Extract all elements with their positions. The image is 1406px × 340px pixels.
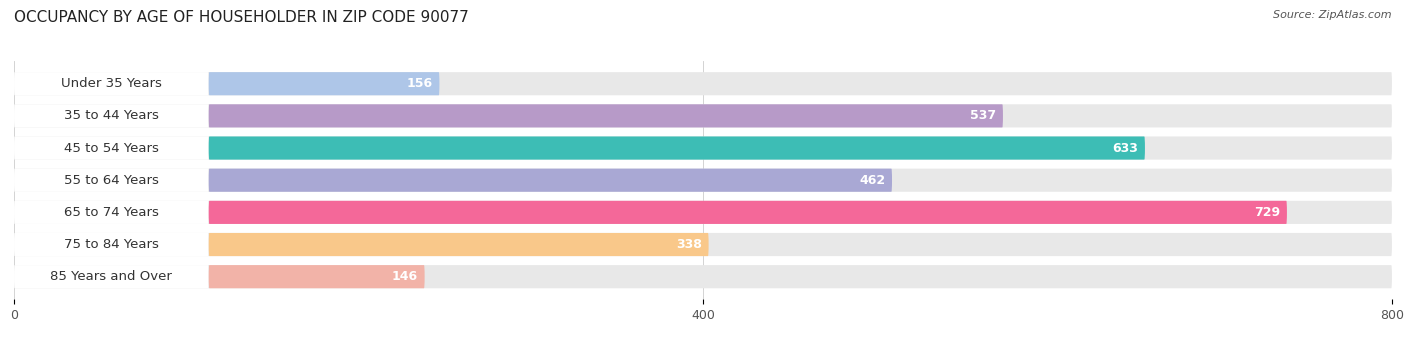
FancyBboxPatch shape bbox=[14, 233, 1392, 256]
Text: 45 to 54 Years: 45 to 54 Years bbox=[63, 141, 159, 155]
Text: Under 35 Years: Under 35 Years bbox=[60, 77, 162, 90]
FancyBboxPatch shape bbox=[14, 169, 1392, 192]
FancyBboxPatch shape bbox=[208, 265, 425, 288]
FancyBboxPatch shape bbox=[208, 169, 891, 192]
FancyBboxPatch shape bbox=[208, 233, 709, 256]
Text: 633: 633 bbox=[1112, 141, 1137, 155]
FancyBboxPatch shape bbox=[208, 136, 1144, 159]
Text: 462: 462 bbox=[859, 174, 886, 187]
FancyBboxPatch shape bbox=[14, 136, 208, 159]
FancyBboxPatch shape bbox=[14, 72, 1392, 95]
Text: Source: ZipAtlas.com: Source: ZipAtlas.com bbox=[1274, 10, 1392, 20]
FancyBboxPatch shape bbox=[14, 72, 208, 95]
Text: 85 Years and Over: 85 Years and Over bbox=[51, 270, 173, 283]
Text: 75 to 84 Years: 75 to 84 Years bbox=[63, 238, 159, 251]
Text: 537: 537 bbox=[970, 109, 995, 122]
Text: 338: 338 bbox=[676, 238, 702, 251]
Text: 146: 146 bbox=[392, 270, 418, 283]
Text: 35 to 44 Years: 35 to 44 Years bbox=[63, 109, 159, 122]
Text: 729: 729 bbox=[1254, 206, 1279, 219]
FancyBboxPatch shape bbox=[208, 104, 1002, 128]
Text: 65 to 74 Years: 65 to 74 Years bbox=[63, 206, 159, 219]
FancyBboxPatch shape bbox=[14, 104, 208, 128]
Text: OCCUPANCY BY AGE OF HOUSEHOLDER IN ZIP CODE 90077: OCCUPANCY BY AGE OF HOUSEHOLDER IN ZIP C… bbox=[14, 10, 468, 25]
Text: 156: 156 bbox=[406, 77, 433, 90]
FancyBboxPatch shape bbox=[208, 201, 1286, 224]
FancyBboxPatch shape bbox=[14, 169, 208, 192]
FancyBboxPatch shape bbox=[14, 136, 1392, 159]
FancyBboxPatch shape bbox=[208, 72, 440, 95]
Text: 55 to 64 Years: 55 to 64 Years bbox=[63, 174, 159, 187]
FancyBboxPatch shape bbox=[14, 104, 1392, 128]
FancyBboxPatch shape bbox=[14, 201, 1392, 224]
FancyBboxPatch shape bbox=[14, 233, 208, 256]
FancyBboxPatch shape bbox=[14, 265, 1392, 288]
FancyBboxPatch shape bbox=[14, 201, 208, 224]
FancyBboxPatch shape bbox=[14, 265, 208, 288]
